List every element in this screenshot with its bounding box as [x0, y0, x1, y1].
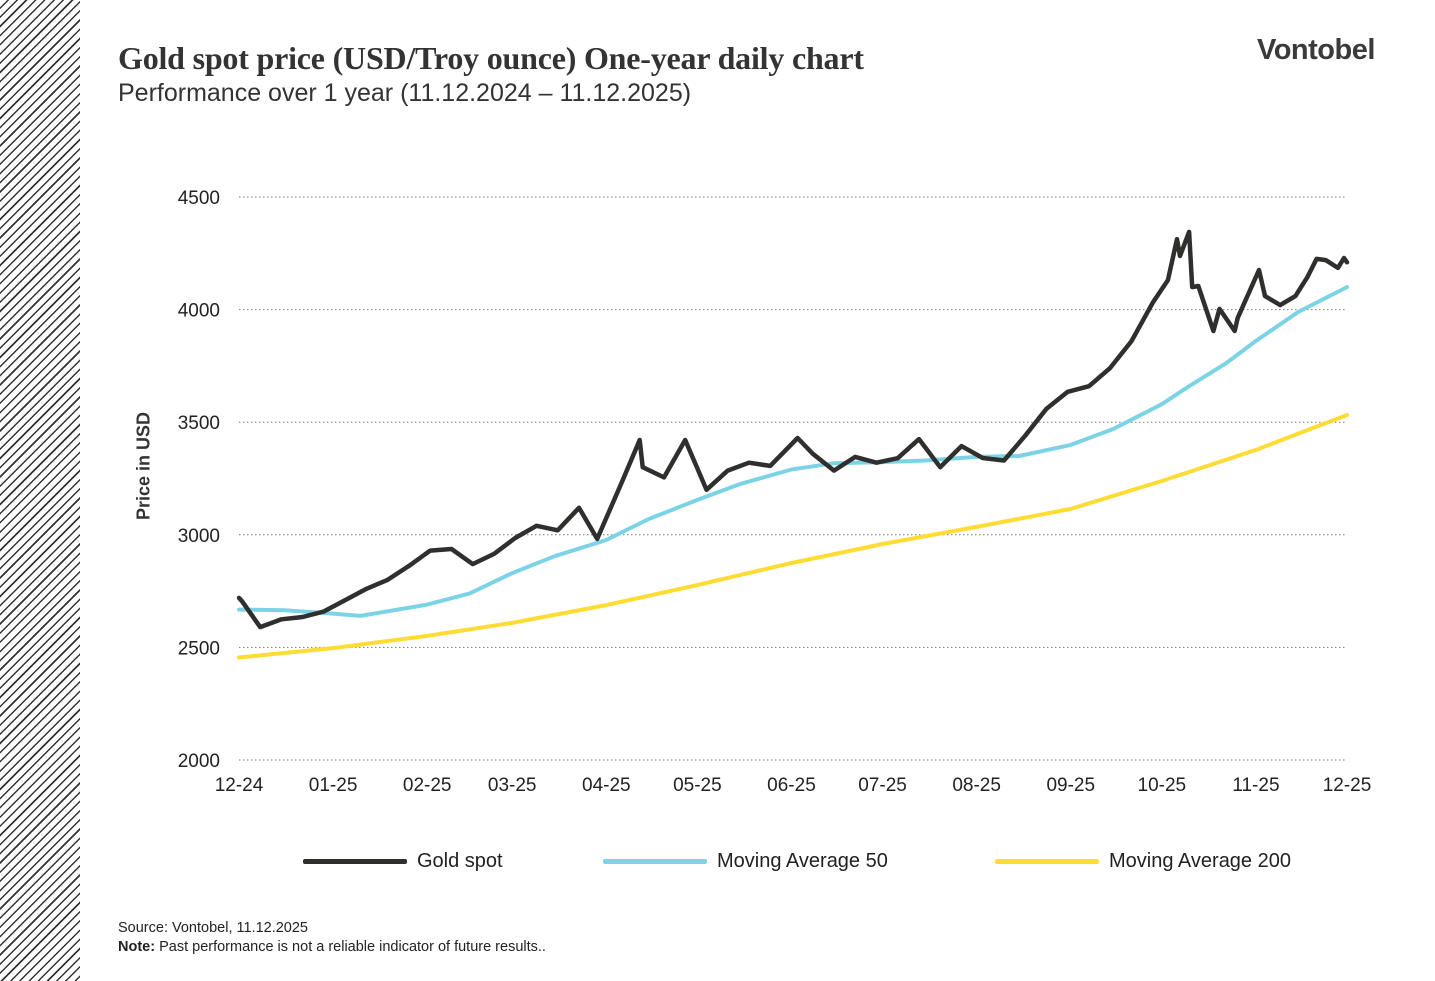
x-tick-label: 08-25: [952, 775, 1001, 796]
legend-label: Moving Average 50: [717, 850, 888, 872]
y-tick-label: 4500: [178, 188, 220, 209]
note-text: Past performance is not a reliable indic…: [155, 939, 546, 955]
x-tick-label: 03-25: [488, 775, 537, 796]
y-tick-label: 2000: [178, 751, 220, 772]
legend: Gold spot Moving Average 50 Moving Avera…: [0, 850, 1435, 876]
series-line-gold-spot: [236, 229, 1350, 630]
x-tick-label: 02-25: [403, 775, 452, 796]
x-tick-label: 12-24: [215, 775, 264, 796]
note-label: Note:: [118, 939, 156, 955]
x-tick-label: 01-25: [309, 775, 358, 796]
vontobel-logo: Vontobel: [1257, 34, 1375, 66]
y-tick-label: 2500: [178, 638, 220, 659]
x-tick-label: 09-25: [1046, 775, 1095, 796]
legend-label: Gold spot: [417, 850, 503, 872]
footer: Source: Vontobel, 11.12.2025 Note: Past …: [118, 919, 546, 957]
legend-swatch: [995, 859, 1099, 864]
legend-item-ma200: Moving Average 200: [995, 850, 1291, 873]
x-tick-label: 12-25: [1323, 775, 1372, 796]
x-tick-label: 07-25: [858, 775, 907, 796]
source-text: Source: Vontobel, 11.12.2025: [118, 920, 308, 936]
x-tick-label: 05-25: [673, 775, 722, 796]
legend-item-ma50: Moving Average 50: [603, 850, 888, 873]
hatched-side-band: [0, 0, 80, 981]
x-tick-label: 10-25: [1138, 775, 1187, 796]
y-tick-label: 3000: [178, 526, 220, 547]
x-tick-label: 06-25: [767, 775, 816, 796]
y-tick-label: 4000: [178, 301, 220, 322]
y-tick-label: 3500: [178, 413, 220, 434]
legend-label: Moving Average 200: [1109, 850, 1291, 872]
legend-item-gold-spot: Gold spot: [303, 850, 503, 873]
legend-swatch: [303, 859, 407, 864]
x-tick-label: 04-25: [582, 775, 631, 796]
disclaimer: Note: Past performance is not a reliable…: [118, 938, 546, 957]
series-line-moving-average-200: [237, 413, 1349, 660]
x-tick-label: 11-25: [1232, 775, 1279, 796]
chart-title: Gold spot price (USD/Troy ounce) One-yea…: [118, 40, 864, 76]
series-line-moving-average-50: [237, 285, 1349, 618]
legend-swatch: [603, 859, 707, 864]
chart-subtitle: Performance over 1 year (11.12.2024 – 11…: [118, 79, 692, 107]
